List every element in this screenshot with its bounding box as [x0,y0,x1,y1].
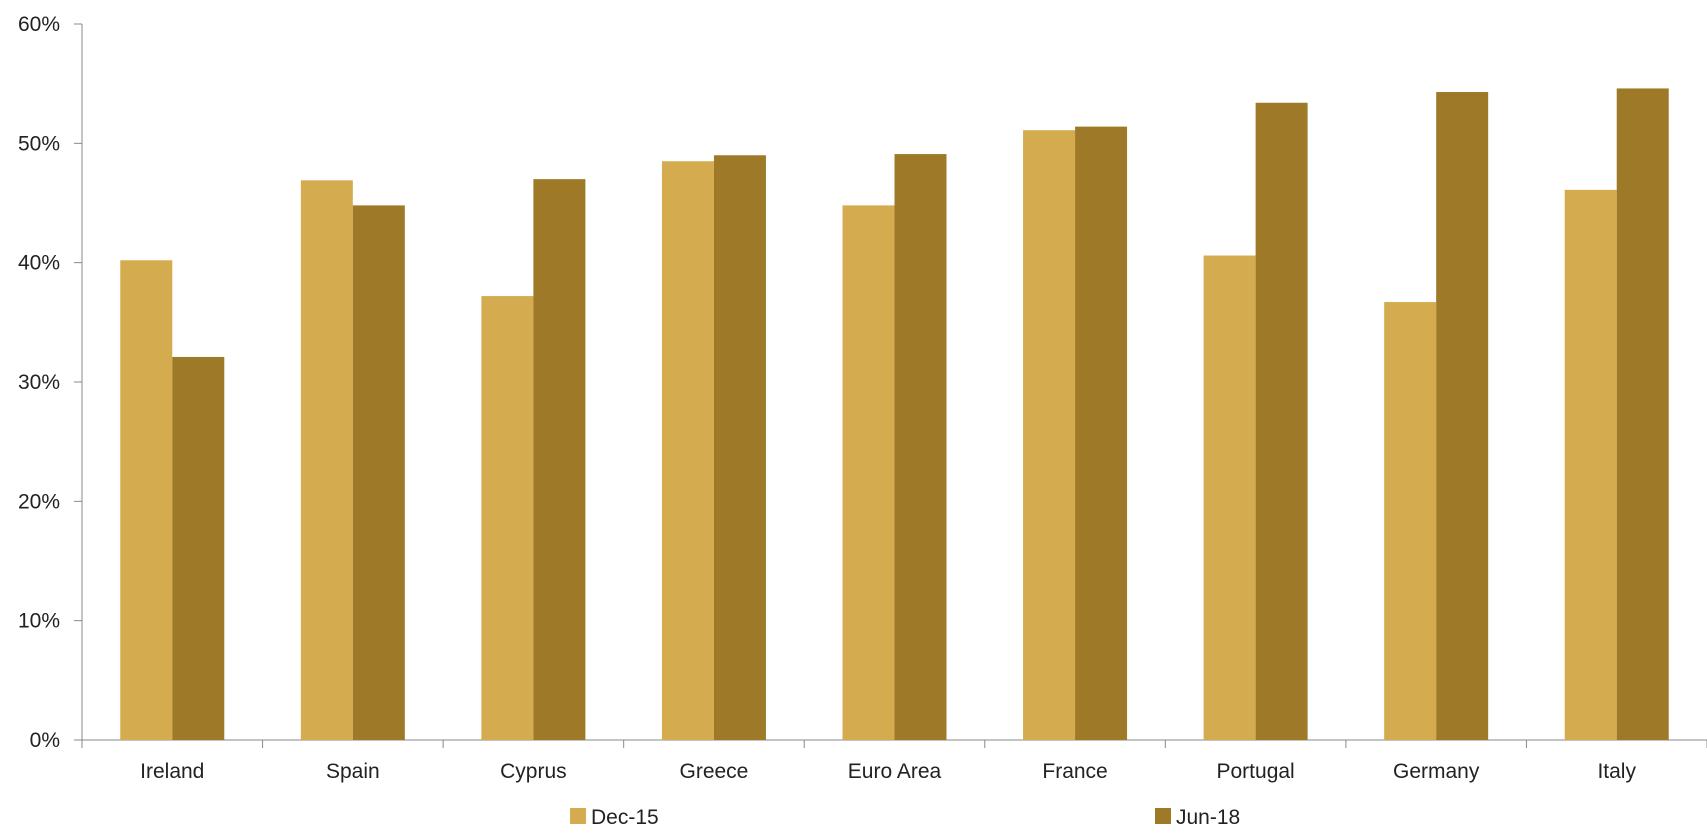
bar-jun-18-greece [713,155,766,740]
y-tick-label: 20% [18,490,60,513]
y-tick-label: 10% [18,610,60,633]
bar-jun-18-cyprus [533,179,586,741]
bar-dec-15-germany [1384,302,1437,740]
y-tick-label: 40% [18,252,60,275]
legend-swatch [570,808,586,824]
y-tick-label: 0% [30,729,60,752]
x-category-label: Euro Area [848,760,942,783]
x-category-label: Italy [1597,760,1636,783]
legend-swatch [1155,808,1171,824]
bar-jun-18-spain [352,205,405,741]
y-tick-label: 30% [18,371,60,394]
x-category-label: Germany [1393,760,1480,783]
bar-jun-18-germany [1436,92,1489,740]
bar-dec-15-italy [1564,189,1617,740]
legend-label: Jun-18 [1176,806,1240,829]
chart-bars [120,88,1669,741]
legend-label: Dec-15 [591,806,659,829]
bar-jun-18-ireland [172,356,225,740]
bar-jun-18-euro-area [894,154,947,740]
y-tick-label: 60% [18,13,60,36]
y-tick-label: 50% [18,132,60,155]
x-category-label: Portugal [1217,760,1295,783]
bar-dec-15-spain [300,180,353,740]
x-category-label: Greece [680,760,749,783]
bar-jun-18-portugal [1255,102,1308,740]
chart-legend: Dec-15 Jun-18 [570,806,1240,829]
bar-dec-15-portugal [1203,255,1256,741]
bar-dec-15-greece [661,161,714,740]
bar-jun-18-italy [1616,88,1669,740]
x-category-label: Spain [326,760,380,783]
x-category-label: Ireland [140,760,204,783]
bar-dec-15-ireland [120,260,173,740]
x-category-label: Cyprus [500,760,567,783]
bar-jun-18-france [1075,126,1128,741]
bar-dec-15-cyprus [481,296,534,740]
bar-dec-15-france [1023,130,1076,740]
chart-labels: 0% 10% 20% 30% 40% 50% 60% Ireland Spain Cyprus Gr… [18,13,1637,783]
x-category-label: France [1042,760,1107,783]
bar-dec-15-euro-area [842,205,895,741]
